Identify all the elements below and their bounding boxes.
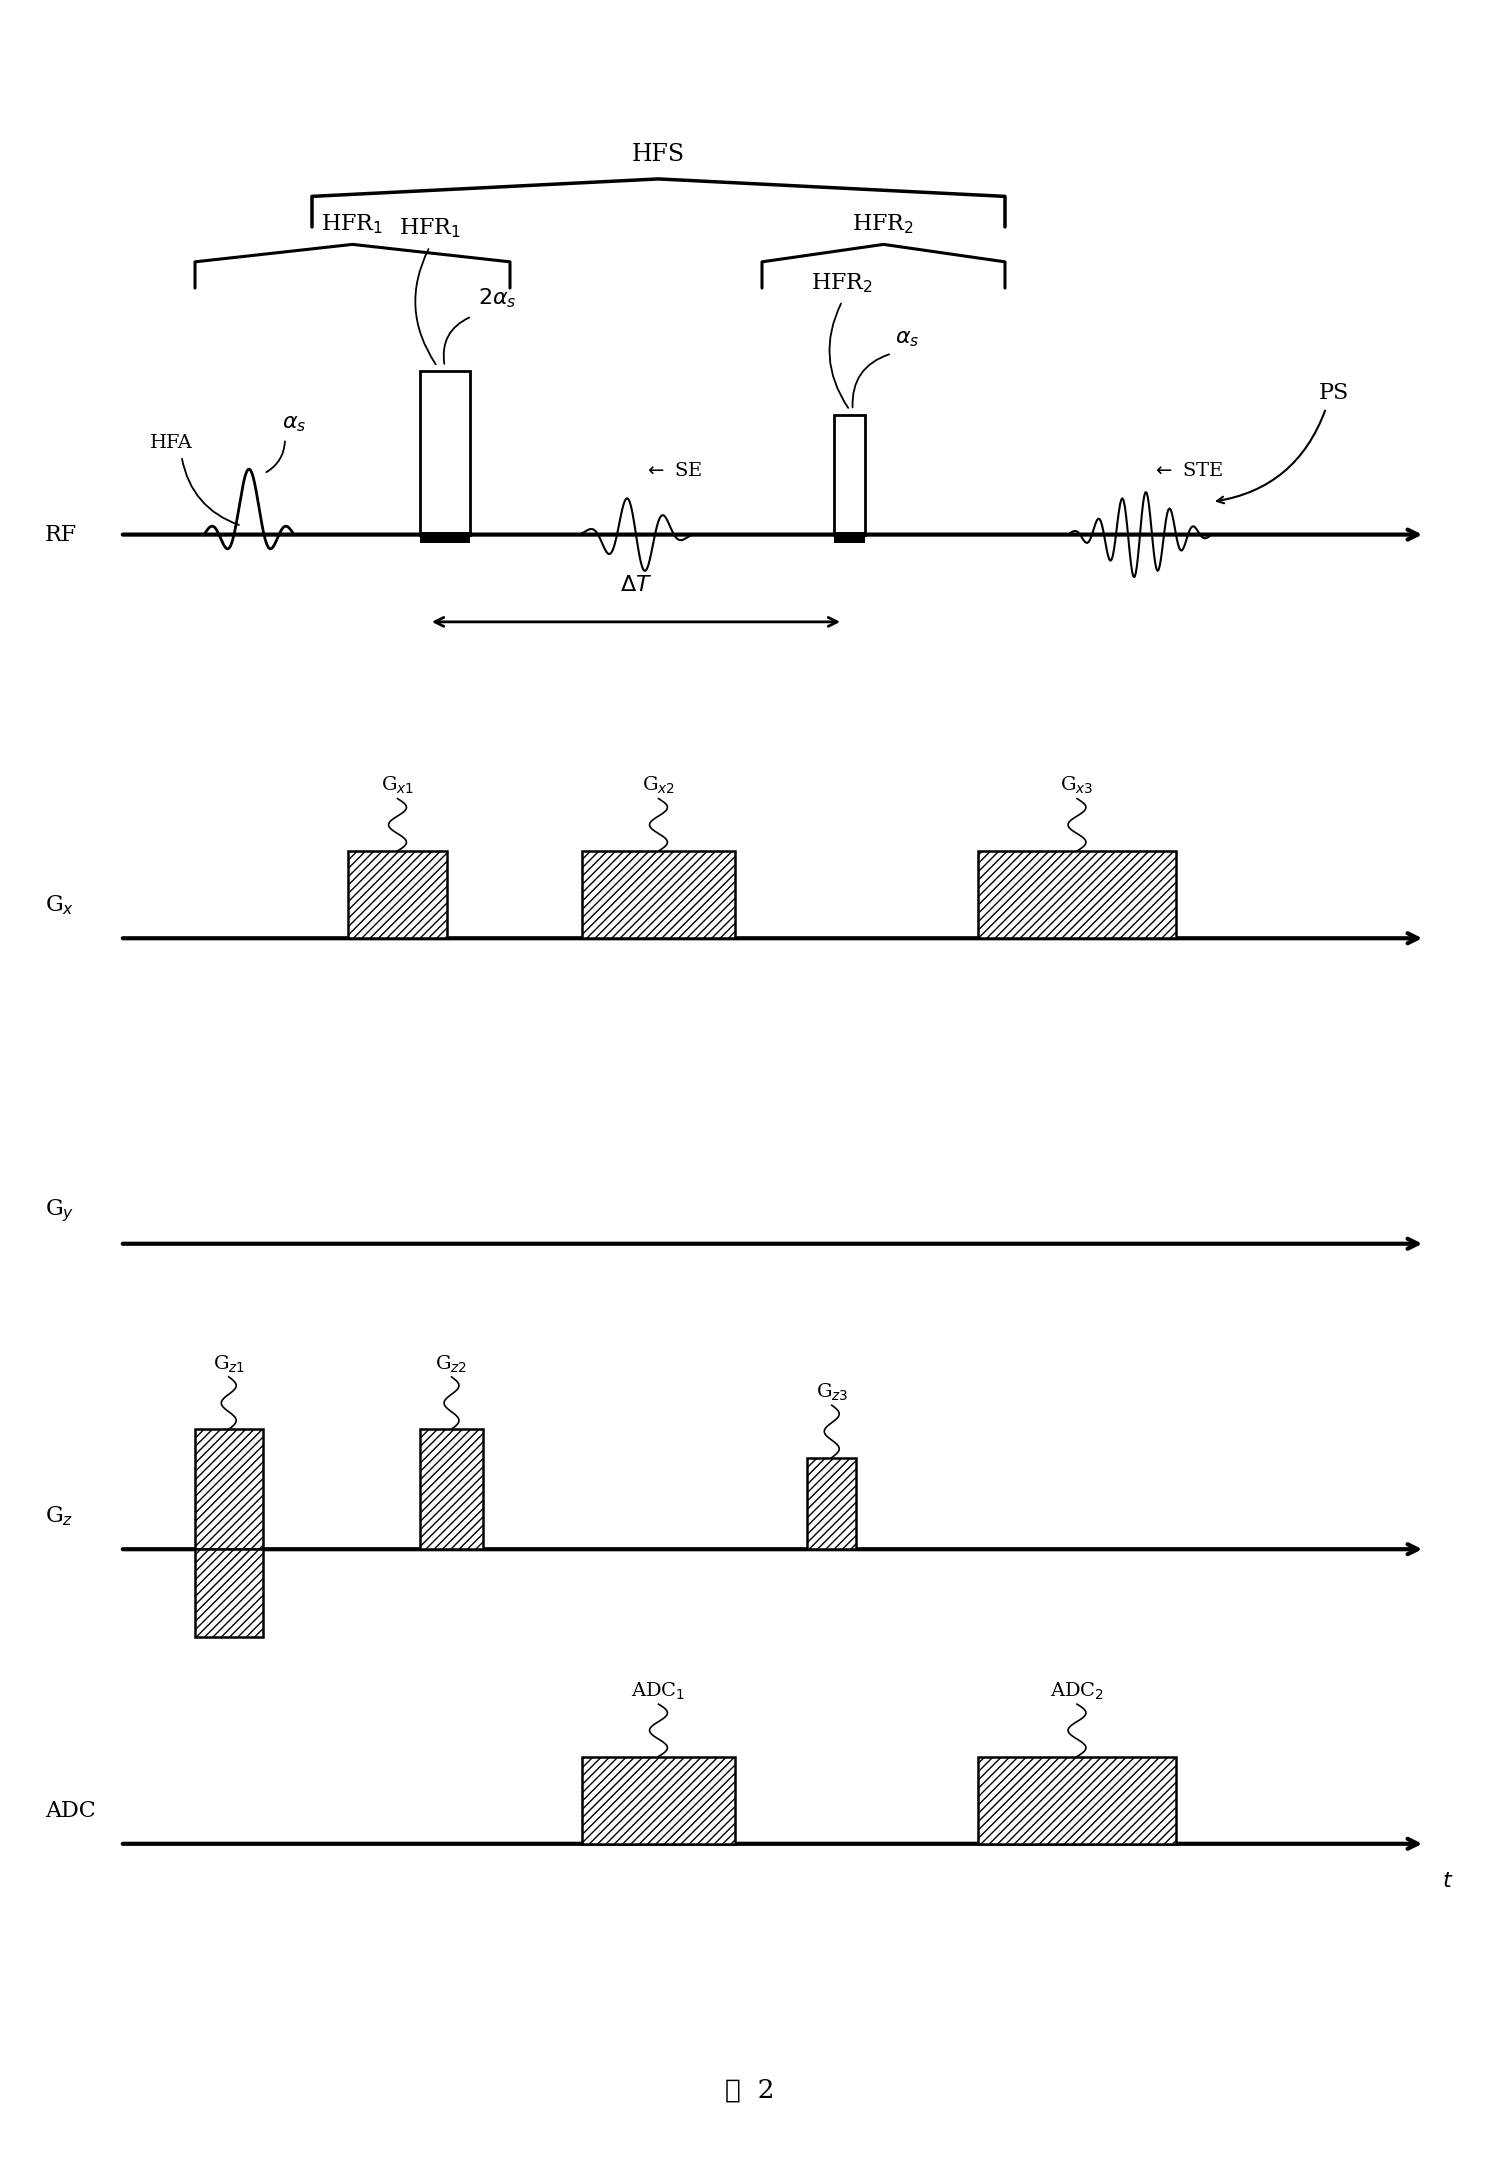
Text: HFR$_1$: HFR$_1$ <box>399 216 460 240</box>
Text: G$_x$: G$_x$ <box>45 895 75 916</box>
Text: HFS: HFS <box>632 142 686 166</box>
Bar <box>420 371 470 535</box>
Bar <box>195 1549 262 1636</box>
Text: G$_{x1}$: G$_{x1}$ <box>381 775 414 796</box>
Text: $\alpha_s$: $\alpha_s$ <box>894 327 920 349</box>
Text: HFA: HFA <box>150 434 194 452</box>
Text: ADC$_2$: ADC$_2$ <box>1050 1680 1104 1702</box>
Text: $\alpha_s$: $\alpha_s$ <box>282 412 306 434</box>
Bar <box>978 851 1176 938</box>
Text: 图  2: 图 2 <box>726 2077 774 2103</box>
Bar <box>420 1429 483 1549</box>
Text: G$_{x3}$: G$_{x3}$ <box>1060 775 1094 796</box>
Text: HFR$_1$: HFR$_1$ <box>321 212 384 236</box>
Text: PS: PS <box>1318 382 1348 404</box>
Text: $\leftarrow$ STE: $\leftarrow$ STE <box>1152 463 1222 480</box>
Text: G$_{x2}$: G$_{x2}$ <box>642 775 675 796</box>
Bar <box>420 532 470 543</box>
Bar <box>834 415 866 535</box>
Text: G$_{z3}$: G$_{z3}$ <box>816 1381 848 1403</box>
Text: $\leftarrow$ SE: $\leftarrow$ SE <box>644 463 702 480</box>
Text: HFR$_2$: HFR$_2$ <box>812 271 873 295</box>
Bar <box>978 1757 1176 1844</box>
Text: G$_{z2}$: G$_{z2}$ <box>435 1353 468 1375</box>
Bar <box>834 532 866 543</box>
Text: $t$: $t$ <box>1442 1870 1454 1892</box>
Text: HFR$_2$: HFR$_2$ <box>852 212 915 236</box>
Bar <box>807 1458 856 1549</box>
Bar <box>582 851 735 938</box>
Text: ADC$_1$: ADC$_1$ <box>632 1680 686 1702</box>
Text: G$_{z1}$: G$_{z1}$ <box>213 1353 244 1375</box>
Text: G$_y$: G$_y$ <box>45 1198 75 1224</box>
Text: $2\alpha_s$: $2\alpha_s$ <box>477 286 516 310</box>
Text: $\Delta T$: $\Delta T$ <box>620 574 652 596</box>
Text: G$_z$: G$_z$ <box>45 1506 74 1527</box>
Text: RF: RF <box>45 524 76 546</box>
Text: ADC: ADC <box>45 1800 96 1822</box>
Bar <box>195 1429 262 1549</box>
Bar <box>348 851 447 938</box>
Bar <box>582 1757 735 1844</box>
